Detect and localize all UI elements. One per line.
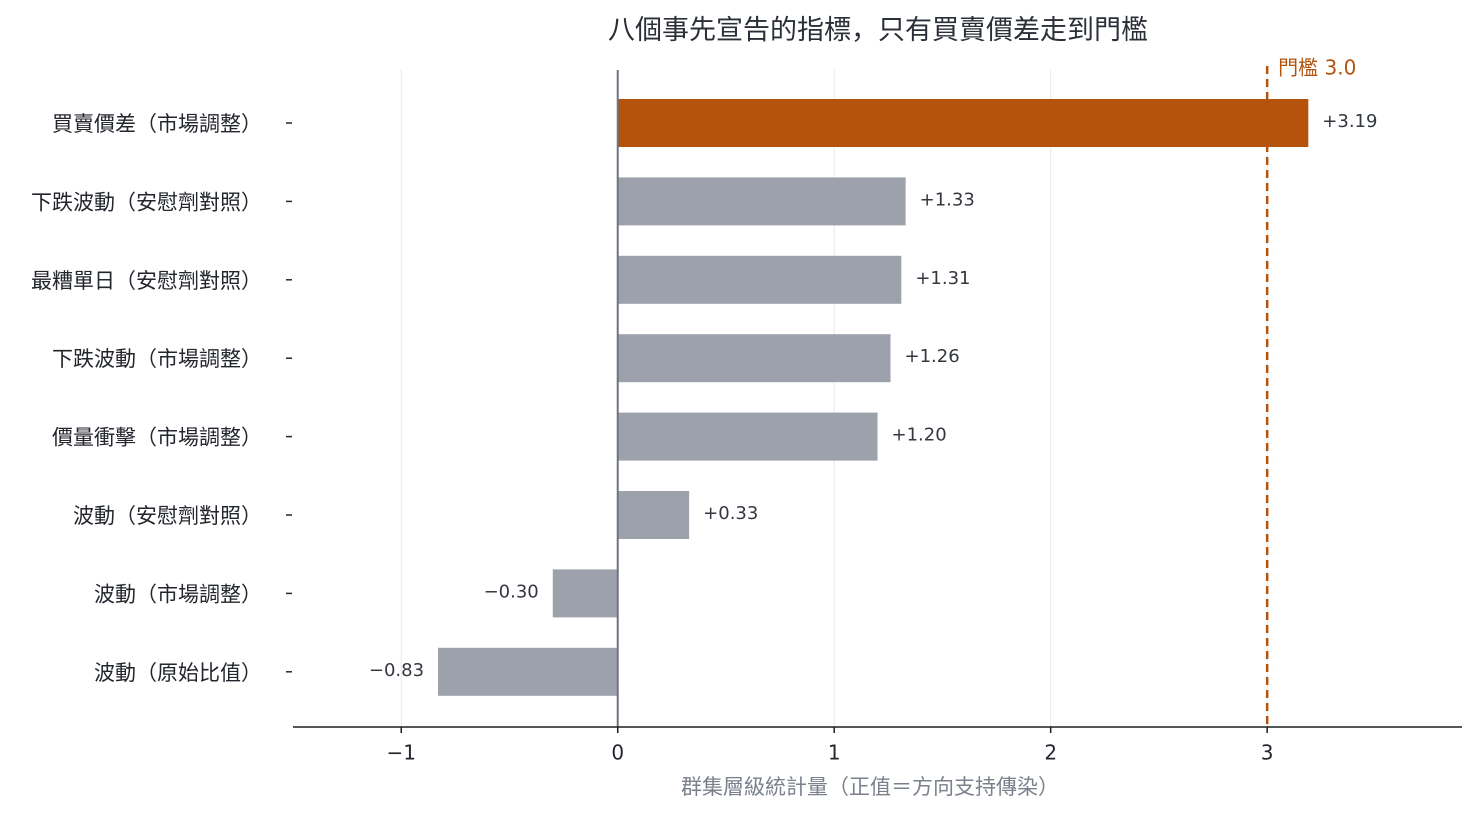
bar <box>617 412 878 461</box>
bar <box>617 255 902 304</box>
category-label: 下跌波動（市場調整） <box>52 347 262 371</box>
bar <box>617 177 906 226</box>
category-label: 下跌波動（安慰劑對照） <box>31 190 262 214</box>
value-label: −0.30 <box>484 581 539 602</box>
x-axis-label: 群集層級統計量（正值＝方向支持傳染） <box>681 775 1059 799</box>
value-label: +1.31 <box>915 268 970 289</box>
threshold-label: 門檻 3.0 <box>1278 56 1356 80</box>
x-tick-label: 3 <box>1261 741 1274 765</box>
category-label: 波動（市場調整） <box>94 582 262 606</box>
x-tick-label: −1 <box>386 741 415 765</box>
threshold: 門檻 3.0 <box>1265 56 1356 727</box>
bars <box>438 99 1309 696</box>
x-tick-label: 1 <box>828 741 841 765</box>
grid <box>400 70 1268 727</box>
category-label: 波動（安慰劑對照） <box>73 504 262 528</box>
value-label: +1.26 <box>904 346 959 367</box>
value-label: +1.33 <box>920 189 975 210</box>
x-tick-label: 2 <box>1044 741 1057 765</box>
category-label: 價量衝擊（市場調整） <box>52 426 262 450</box>
axes: −1 0 1 2 3 <box>286 70 1462 765</box>
value-label: −0.83 <box>369 660 424 681</box>
category-label: 買賣價差（市場調整） <box>52 112 262 136</box>
chart-title: 八個事先宣告的指標，只有買賣價差走到門檻 <box>608 15 1148 46</box>
labels: +3.19 買賣價差（市場調整） +1.33 下跌波動（安慰劑對照） +1.31 最糟單日… <box>31 111 1377 685</box>
bar <box>617 99 1309 147</box>
bar <box>617 334 891 383</box>
value-label: +0.33 <box>703 503 758 524</box>
category-label: 波動（原始比值） <box>94 661 262 685</box>
value-label: +1.20 <box>892 425 947 446</box>
value-label: +3.19 <box>1322 111 1377 132</box>
category-label: 最糟單日（安慰劑對照） <box>31 269 262 293</box>
bar <box>438 647 618 696</box>
x-tick-label: 0 <box>611 741 624 765</box>
bar <box>552 569 618 618</box>
bar <box>617 491 690 539</box>
